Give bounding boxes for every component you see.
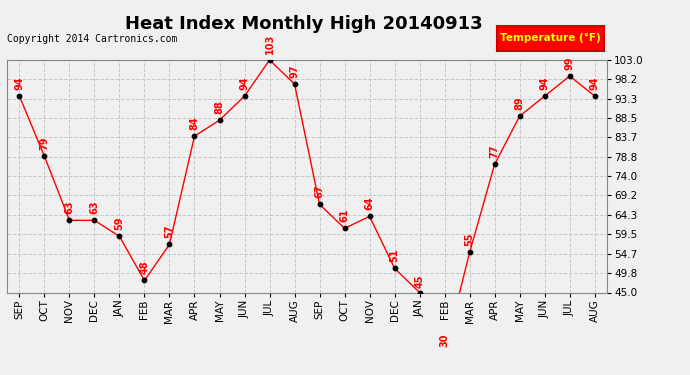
Text: 59: 59 bbox=[115, 217, 124, 230]
Text: 94: 94 bbox=[590, 76, 600, 90]
Point bbox=[564, 73, 575, 79]
Point bbox=[89, 217, 100, 223]
Text: 45: 45 bbox=[415, 275, 424, 288]
Text: 94: 94 bbox=[540, 76, 550, 90]
Point bbox=[539, 93, 550, 99]
Point bbox=[439, 350, 450, 355]
Text: 63: 63 bbox=[90, 201, 99, 214]
Point bbox=[314, 201, 325, 207]
Text: 99: 99 bbox=[564, 57, 575, 70]
Text: 63: 63 bbox=[64, 201, 75, 214]
Text: 79: 79 bbox=[39, 137, 50, 150]
Point bbox=[189, 133, 200, 139]
Text: 51: 51 bbox=[390, 249, 400, 262]
Point bbox=[464, 249, 475, 255]
Point bbox=[514, 113, 525, 119]
Point bbox=[589, 93, 600, 99]
Point bbox=[389, 266, 400, 272]
Point bbox=[14, 93, 25, 99]
Text: 64: 64 bbox=[364, 197, 375, 210]
Text: 97: 97 bbox=[290, 64, 299, 78]
Point bbox=[239, 93, 250, 99]
Point bbox=[164, 242, 175, 248]
Text: 103: 103 bbox=[264, 34, 275, 54]
Text: 55: 55 bbox=[464, 233, 475, 246]
Text: 94: 94 bbox=[14, 76, 24, 90]
Point bbox=[264, 57, 275, 63]
Text: 84: 84 bbox=[190, 117, 199, 130]
Text: 48: 48 bbox=[139, 261, 150, 274]
Point bbox=[339, 225, 350, 231]
Text: 57: 57 bbox=[164, 225, 175, 238]
Point bbox=[114, 233, 125, 239]
Text: Temperature (°F): Temperature (°F) bbox=[500, 33, 601, 44]
Text: 30: 30 bbox=[440, 333, 450, 346]
Text: 77: 77 bbox=[490, 145, 500, 158]
Point bbox=[39, 153, 50, 159]
Point bbox=[214, 117, 225, 123]
Text: Heat Index Monthly High 20140913: Heat Index Monthly High 20140913 bbox=[125, 15, 482, 33]
Text: 89: 89 bbox=[515, 96, 524, 110]
Text: 94: 94 bbox=[239, 76, 250, 90]
Point bbox=[364, 213, 375, 219]
Text: 61: 61 bbox=[339, 209, 350, 222]
Point bbox=[139, 278, 150, 284]
Point bbox=[489, 161, 500, 167]
Point bbox=[289, 81, 300, 87]
Text: Copyright 2014 Cartronics.com: Copyright 2014 Cartronics.com bbox=[7, 34, 177, 44]
Point bbox=[414, 290, 425, 296]
Text: 88: 88 bbox=[215, 100, 224, 114]
Text: 67: 67 bbox=[315, 185, 324, 198]
Point bbox=[64, 217, 75, 223]
